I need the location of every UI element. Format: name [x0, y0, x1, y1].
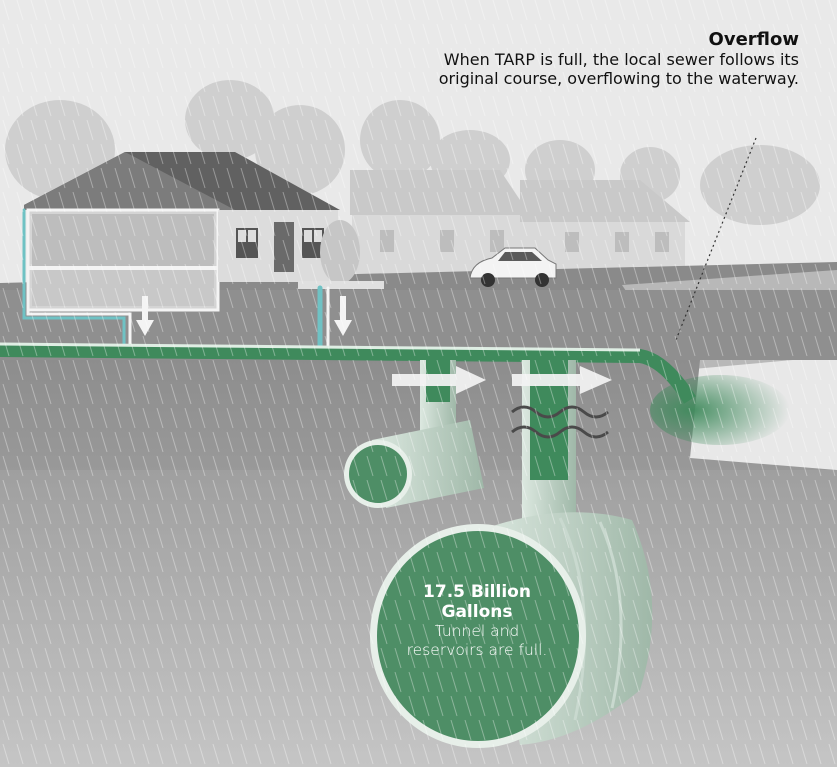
overflow-title: Overflow — [708, 29, 799, 50]
overflow-description: When TARP is full, the local sewer follo… — [438, 50, 799, 88]
overflow-annotation: Overflow When TARP is full, the local se… — [379, 29, 799, 89]
tunnel-capacity-title: 17.5 Billion Gallons — [423, 582, 531, 622]
tunnel-capacity-description: Tunnel and reservoirs are full. — [406, 622, 548, 659]
tunnel-capacity-label: 17.5 Billion Gallons Tunnel and reservoi… — [398, 582, 556, 660]
